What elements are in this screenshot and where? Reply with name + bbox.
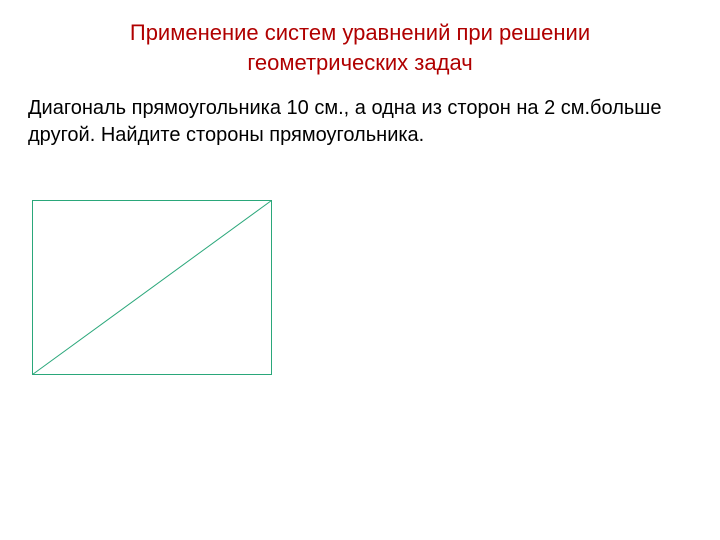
- problem-statement: Диагональ прямоугольника 10 см., а одна …: [0, 77, 720, 149]
- geometry-diagram: [32, 200, 272, 375]
- page-title: Применение систем уравнений при решении …: [0, 0, 720, 77]
- rectangle-diagonal-svg: [32, 200, 272, 375]
